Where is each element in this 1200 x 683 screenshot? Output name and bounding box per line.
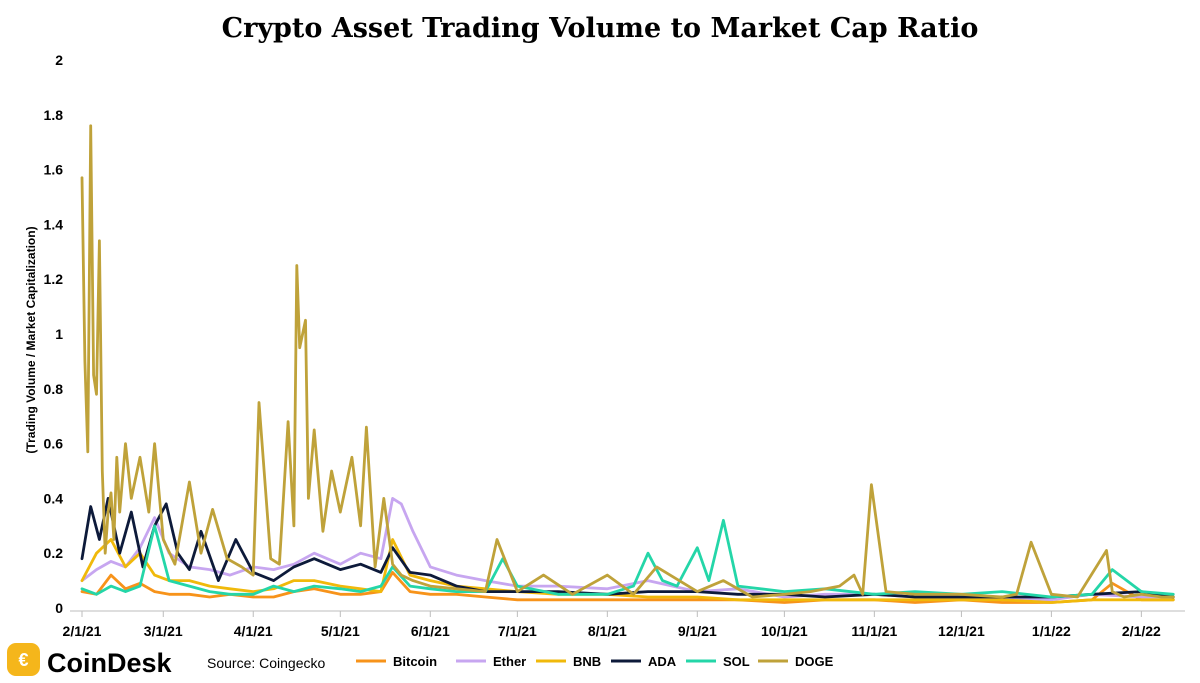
x-tick-label: 2/1/22 (1122, 623, 1161, 639)
legend: Bitcoin Ether BNB ADA SOL DOGE (356, 654, 834, 669)
series-layer (80, 124, 1175, 604)
x-tick-label: 1/1/22 (1032, 623, 1071, 639)
series-line-ada (80, 497, 1175, 599)
legend-label-bitcoin: Bitcoin (393, 654, 437, 669)
legend-label-ether: Ether (493, 654, 526, 669)
source-note: Source: Coingecko (207, 655, 326, 671)
coindesk-logo: € CoinDesk (7, 643, 173, 678)
logo-mark-glyph: € (18, 650, 28, 670)
legend-label-ada: ADA (648, 654, 677, 669)
coindesk-logo-text: CoinDesk (47, 648, 173, 678)
x-tick-label: 7/1/21 (498, 623, 537, 639)
x-tick-label: 5/1/21 (321, 623, 360, 639)
x-tick-label: 6/1/21 (411, 623, 450, 639)
x-tick-label: 9/1/21 (678, 623, 717, 639)
y-tick-label: 0.4 (44, 490, 64, 506)
x-tick-label: 11/1/21 (851, 623, 897, 639)
y-tick-label: 1.8 (44, 107, 64, 123)
x-tick-label: 4/1/21 (234, 623, 273, 639)
y-tick-label: 1.6 (44, 162, 64, 178)
y-tick-label: 0.2 (44, 545, 64, 561)
y-tick-label: 2 (55, 52, 63, 68)
y-axis-label: (Trading Volume / Market Capitalization) (24, 226, 38, 453)
x-axis: 2/1/21 3/1/21 4/1/21 5/1/21 6/1/21 7/1/21 8/1/… (63, 611, 1161, 639)
coindesk-logo-mark (7, 643, 40, 676)
x-tick-label: 12/1/21 (938, 623, 985, 639)
y-tick-label: 0.8 (44, 381, 64, 397)
legend-label-bnb: BNB (573, 654, 601, 669)
y-tick-label: 1.4 (44, 216, 64, 232)
series-line-doge (80, 124, 1175, 599)
x-tick-label: 10/1/21 (761, 623, 808, 639)
y-axis: 0 0.2 0.4 0.6 0.8 1 1.2 1.4 1.6 1.8 2 (44, 52, 64, 616)
y-tick-label: 1.2 (44, 271, 64, 287)
y-tick-label: 1 (55, 326, 63, 342)
series-line-ether (80, 497, 1175, 602)
y-tick-label: 0 (55, 600, 63, 616)
y-tick-label: 0.6 (44, 436, 64, 452)
legend-label-sol: SOL (723, 654, 750, 669)
legend-label-doge: DOGE (795, 654, 834, 669)
x-tick-label: 8/1/21 (588, 623, 627, 639)
x-tick-label: 2/1/21 (63, 623, 102, 639)
chart-title: Crypto Asset Trading Volume to Market Ca… (222, 13, 979, 44)
x-tick-label: 3/1/21 (144, 623, 183, 639)
